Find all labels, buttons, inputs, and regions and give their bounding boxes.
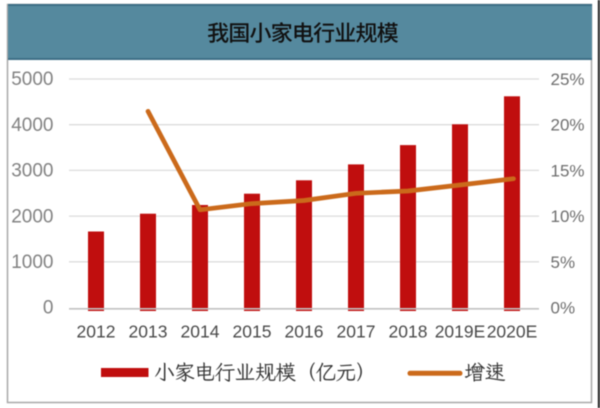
svg-text:5000: 5000	[11, 69, 53, 90]
svg-text:2018: 2018	[389, 321, 428, 341]
svg-text:4000: 4000	[11, 115, 53, 136]
svg-text:5%: 5%	[551, 253, 576, 272]
svg-text:2020E: 2020E	[487, 321, 538, 341]
svg-text:10%: 10%	[551, 207, 585, 226]
svg-text:0%: 0%	[551, 299, 576, 318]
svg-text:2017: 2017	[337, 321, 376, 341]
svg-text:1000: 1000	[11, 252, 53, 273]
svg-text:15%: 15%	[551, 161, 585, 180]
svg-text:2000: 2000	[11, 206, 53, 227]
svg-text:2015: 2015	[233, 321, 272, 341]
svg-text:2012: 2012	[77, 321, 116, 341]
svg-text:3000: 3000	[11, 161, 53, 182]
svg-text:0: 0	[43, 298, 54, 319]
svg-text:2013: 2013	[129, 321, 168, 341]
svg-text:25%: 25%	[551, 70, 585, 89]
svg-text:2016: 2016	[285, 321, 324, 341]
svg-text:2019E: 2019E	[435, 321, 486, 341]
svg-text:20%: 20%	[551, 116, 585, 135]
svg-text:2014: 2014	[181, 321, 220, 341]
